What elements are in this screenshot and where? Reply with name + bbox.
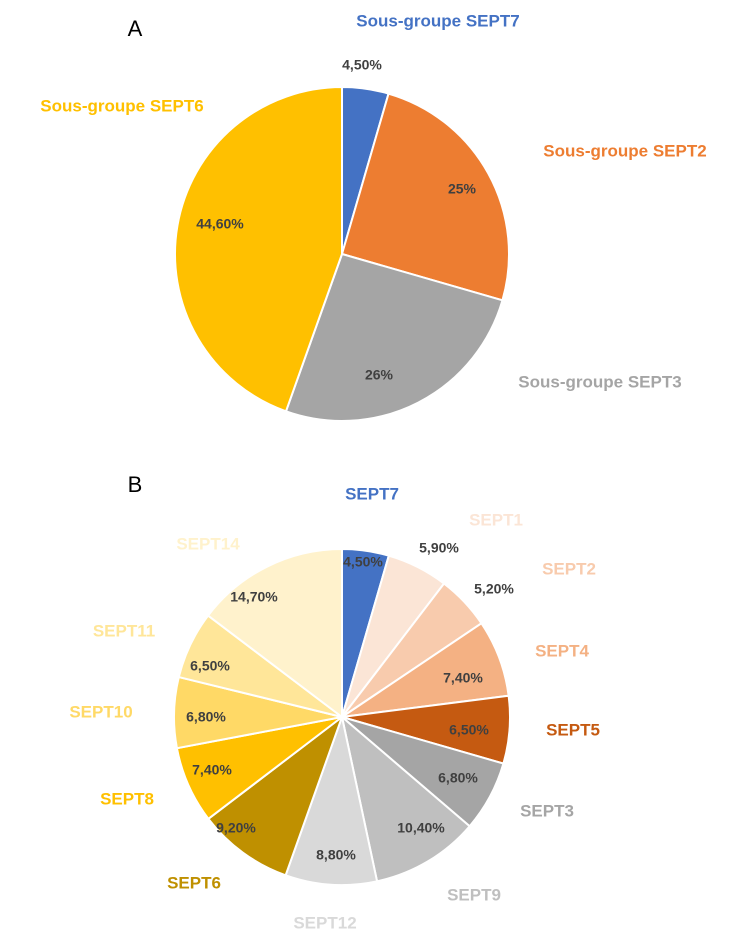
pie-slice [284, 713, 379, 886]
category-label: SEPT4 [535, 641, 589, 660]
category-label: Sous-groupe SEPT3 [518, 372, 681, 391]
pie-slice [340, 92, 510, 302]
value-label: 9,20% [216, 820, 256, 836]
pie-slice [284, 252, 504, 422]
category-label: SEPT5 [546, 720, 600, 739]
category-label: SEPT8 [100, 789, 154, 808]
category-label: Sous-groupe SEPT7 [356, 11, 519, 30]
value-label: 5,20% [474, 581, 514, 597]
panel-label: B [128, 472, 143, 497]
value-label: 6,50% [449, 722, 489, 738]
category-label: Sous-groupe SEPT2 [543, 141, 706, 160]
value-label: 10,40% [397, 820, 445, 836]
category-label: SEPT11 [93, 621, 155, 640]
category-label: SEPT14 [176, 534, 240, 553]
panel-label: A [128, 16, 143, 41]
pie-slice [206, 714, 345, 877]
category-label: SEPT3 [520, 801, 574, 820]
pie-slice [206, 547, 343, 720]
category-label: SEPT7 [345, 484, 399, 503]
value-label: 6,80% [438, 770, 478, 786]
pie-slice [174, 85, 343, 413]
value-label: 6,80% [186, 709, 226, 725]
value-label: 7,40% [192, 762, 232, 778]
value-label: 26% [365, 367, 394, 383]
value-label: 8,80% [316, 847, 356, 863]
value-label: 25% [448, 181, 477, 197]
pie-slice [340, 714, 472, 883]
category-label: SEPT12 [293, 913, 356, 932]
category-label: Sous-groupe SEPT6 [40, 96, 203, 115]
value-label: 4,50% [343, 554, 383, 570]
value-label: 14,70% [230, 589, 278, 605]
value-label: 44,60% [196, 216, 244, 232]
value-label: 6,50% [190, 658, 230, 674]
value-label: 4,50% [342, 57, 382, 73]
category-label: SEPT1 [469, 510, 523, 529]
category-label: SEPT10 [69, 702, 132, 721]
category-label: SEPT6 [167, 873, 221, 892]
value-label: 5,90% [419, 540, 459, 556]
value-label: 7,40% [443, 670, 483, 686]
category-label: SEPT9 [447, 885, 501, 904]
category-label: SEPT2 [542, 559, 596, 578]
